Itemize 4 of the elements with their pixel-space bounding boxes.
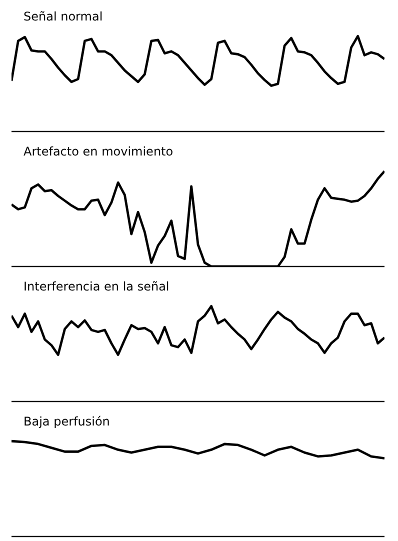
chart-title: Señal normal [24,10,103,24]
chart-title: Interferencia en la señal [24,280,170,294]
chart-title: Artefacto en movimiento [24,144,174,158]
chart-title: Baja perfusión [24,414,110,428]
